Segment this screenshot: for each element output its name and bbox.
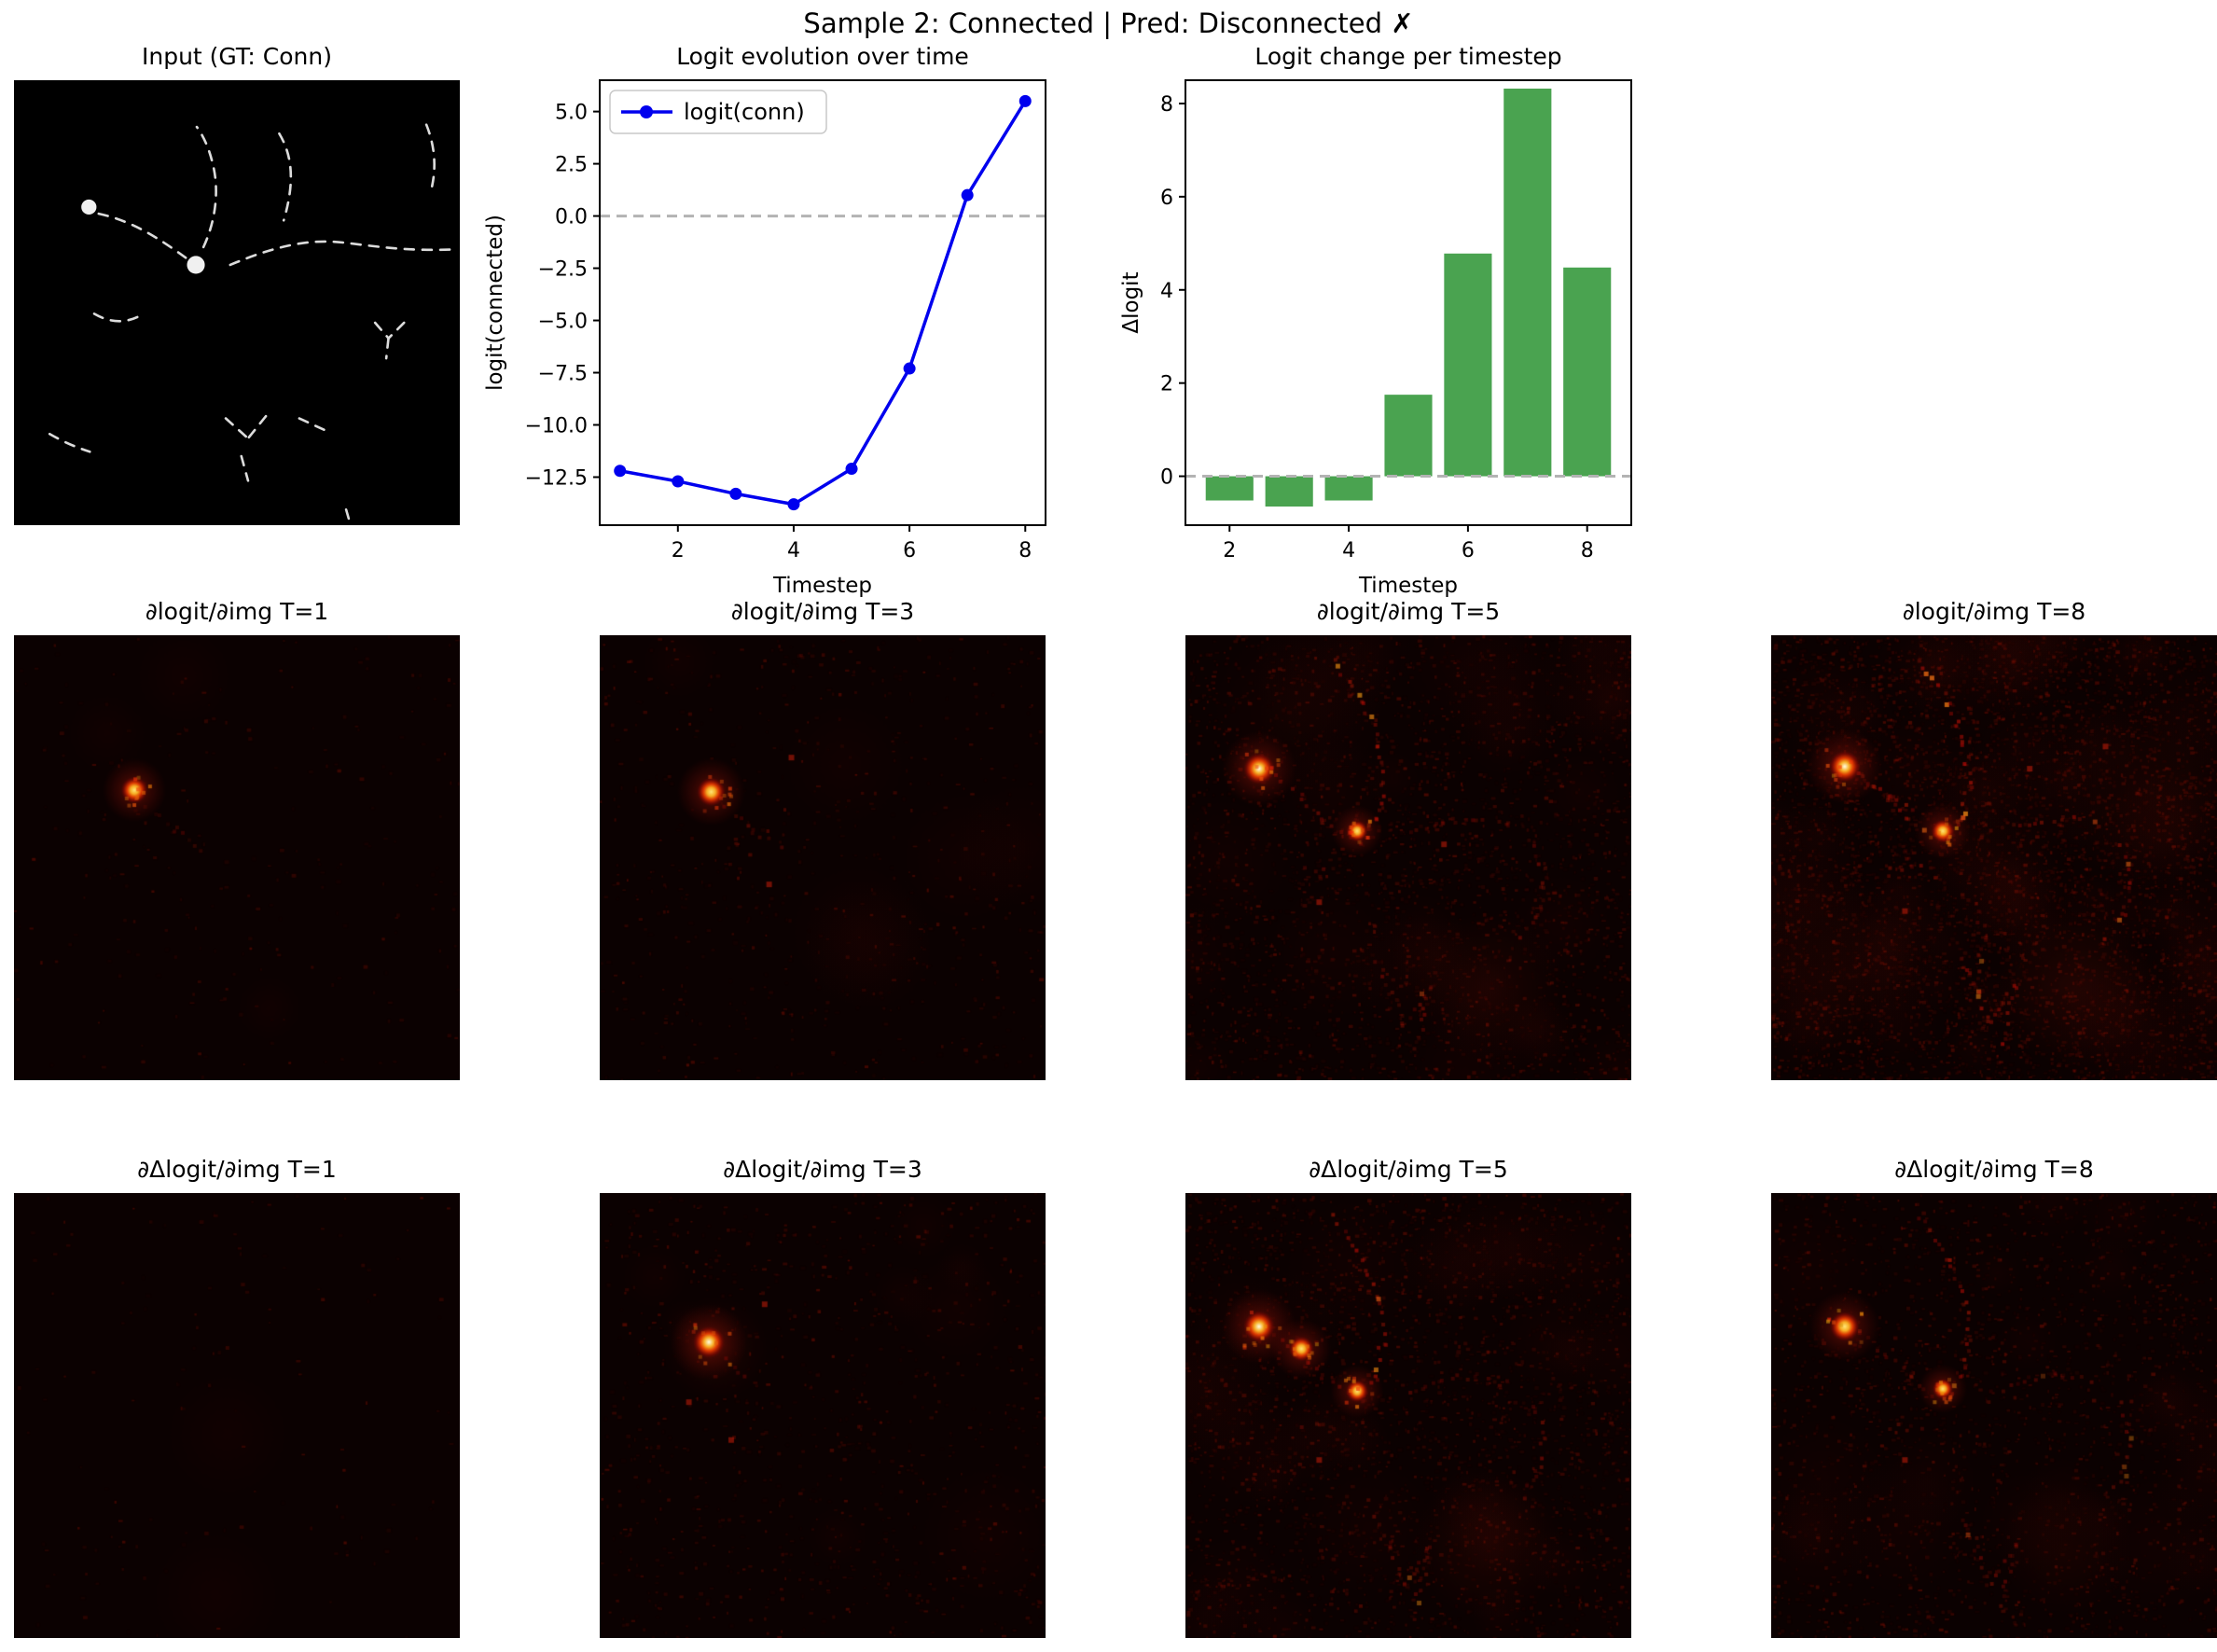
svg-text:2: 2 (1160, 373, 1173, 396)
delta-saliency-title-t8: ∂Δlogit/∂img T=8 (1894, 1156, 2094, 1183)
svg-text:4: 4 (1160, 280, 1173, 303)
svg-text:0: 0 (1160, 466, 1173, 490)
svg-text:0.0: 0.0 (555, 206, 588, 229)
svg-text:8: 8 (1018, 539, 1032, 562)
svg-text:8: 8 (1160, 93, 1173, 117)
saliency-heatmap-dlogit-t8 (1771, 635, 2217, 1080)
svg-text:6: 6 (903, 539, 916, 562)
saliency-title-t8: ∂logit/∂img T=8 (1902, 598, 2086, 625)
saliency-title-t3: ∂logit/∂img T=3 (730, 598, 915, 625)
line-chart-title: Logit evolution over time (676, 43, 969, 70)
svg-text:6: 6 (1462, 539, 1475, 562)
svg-text:2: 2 (672, 539, 685, 562)
svg-text:−5.0: −5.0 (538, 311, 588, 334)
delta-saliency-title-t5: ∂Δlogit/∂img T=5 (1309, 1156, 1508, 1183)
svg-text:4: 4 (787, 539, 800, 562)
input-image-panel (14, 80, 460, 527)
svg-text:5.0: 5.0 (555, 102, 588, 125)
saliency-title-t1: ∂logit/∂img T=1 (145, 598, 329, 625)
figure-title: Sample 2: Connected | Pred: Disconnected… (803, 7, 1414, 39)
saliency-heatmap-ddlogit-t3 (600, 1193, 1046, 1638)
bar-chart-title: Logit change per timestep (1254, 43, 1562, 70)
svg-text:−7.5: −7.5 (538, 363, 588, 386)
svg-text:−2.5: −2.5 (538, 258, 588, 282)
svg-text:2: 2 (1223, 539, 1236, 562)
delta-saliency-title-t1: ∂Δlogit/∂img T=1 (137, 1156, 337, 1183)
saliency-heatmap-dlogit-t1 (14, 635, 460, 1080)
saliency-heatmap-dlogit-t3 (600, 635, 1046, 1080)
input-image (14, 80, 460, 527)
saliency-heatmap-ddlogit-t1 (14, 1193, 460, 1638)
svg-text:logit(connected): logit(connected) (483, 215, 507, 391)
saliency-heatmap-ddlogit-t5 (1185, 1193, 1631, 1638)
saliency-title-t5: ∂logit/∂img T=5 (1316, 598, 1501, 625)
saliency-heatmap-dlogit-t5 (1185, 635, 1631, 1080)
svg-text:6: 6 (1160, 187, 1173, 210)
saliency-heatmap-ddlogit-t8 (1771, 1193, 2217, 1638)
svg-text:Timestep: Timestep (772, 574, 872, 598)
svg-text:Δlogit: Δlogit (1119, 271, 1143, 333)
logit-evolution-line-chart: 5.0 2.5 0.0 −2.5 −5.0 −7.5 −10.0 −12.5 2 4 6 8 Times… (483, 79, 1046, 598)
delta-saliency-title-t3: ∂Δlogit/∂img T=3 (723, 1156, 922, 1183)
logit-change-bar-chart: 0 2 4 6 8 2 4 6 8 Timestep Δlogit (1119, 79, 1632, 598)
svg-text:2.5: 2.5 (555, 154, 588, 177)
svg-text:Timestep: Timestep (1358, 574, 1458, 598)
svg-text:4: 4 (1342, 539, 1355, 562)
input-panel-title: Input (GT: Conn) (141, 43, 332, 70)
svg-text:−12.5: −12.5 (525, 466, 588, 490)
legend-label: logit(conn) (684, 99, 805, 125)
svg-text:8: 8 (1581, 539, 1594, 562)
svg-text:−10.0: −10.0 (525, 415, 588, 438)
